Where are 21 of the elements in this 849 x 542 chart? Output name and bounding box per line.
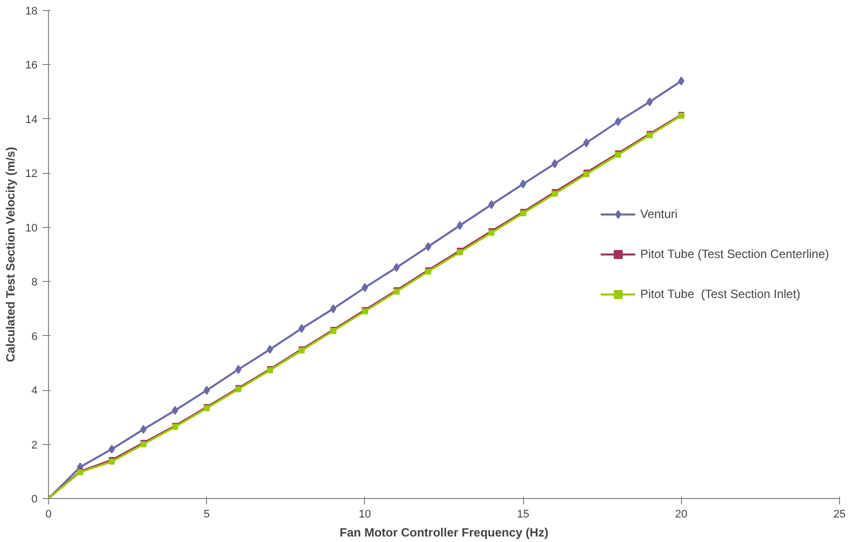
x-tick-label: 10 — [358, 508, 372, 520]
legend-label: Pitot Tube (Test Section Centerline) — [640, 247, 829, 261]
x-tick-label: 0 — [45, 508, 52, 520]
y-tick-label: 16 — [25, 60, 38, 72]
y-tick-label: 4 — [31, 385, 38, 398]
y-tick-label: 0 — [31, 494, 38, 506]
legend-label: Venturi — [640, 207, 678, 221]
legend-label: Pitot Tube (Test Section Inlet) — [640, 287, 800, 301]
y-tick-label: 2 — [31, 439, 38, 452]
y-tick-label: 12 — [25, 168, 38, 180]
x-tick-label: 15 — [516, 508, 530, 520]
y-tick-label: 18 — [25, 6, 38, 18]
y-tick-label: 6 — [31, 330, 38, 343]
x-tick-label: 25 — [833, 508, 846, 520]
y-tick-label: 14 — [25, 114, 38, 126]
y-axis-title: Calculated Test Section Velocity (m/s) — [3, 146, 18, 362]
x-tick-label: 20 — [675, 508, 688, 520]
x-axis-title: Fan Motor Controller Frequency (Hz) — [340, 526, 548, 540]
y-tick-label: 8 — [31, 276, 38, 289]
y-tick-label: 10 — [25, 222, 38, 234]
x-tick-label: 5 — [204, 508, 210, 520]
